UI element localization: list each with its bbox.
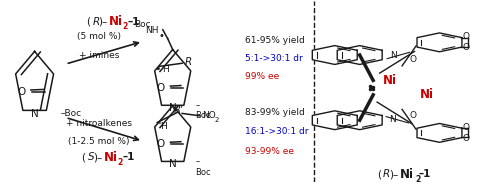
Text: 83-99% yield: 83-99% yield [245,108,305,117]
Text: N: N [30,109,38,119]
Text: N: N [388,115,396,124]
Text: 2: 2 [214,117,219,123]
Text: (: ( [82,152,86,162]
Text: Boc: Boc [134,20,150,29]
Text: O: O [156,139,165,149]
Text: R: R [92,16,100,26]
Text: 5:1->30:1 dr: 5:1->30:1 dr [245,54,303,63]
Text: + imines: + imines [78,51,119,60]
Text: 61-95% yield: 61-95% yield [245,36,305,45]
Text: R: R [383,169,390,179]
Text: S: S [88,152,94,162]
Text: )–: )– [389,169,398,179]
Text: (5 mol %): (5 mol %) [77,32,121,41]
Text: "H: "H [156,122,168,131]
Text: –
Boc: – Boc [195,101,211,120]
Polygon shape [417,123,462,142]
Text: 2: 2 [118,158,123,167]
Text: •: • [154,64,160,74]
Text: Ni: Ni [420,88,434,101]
Text: H: H [162,65,169,74]
Polygon shape [312,46,357,64]
Text: (: ( [377,169,381,179]
Text: Ni: Ni [382,74,396,87]
Text: )–: )– [98,16,108,26]
Text: (1-2.5 mol %): (1-2.5 mol %) [68,137,130,147]
Text: O: O [463,123,470,132]
Text: N: N [390,51,396,60]
Text: O: O [18,87,26,97]
Text: + nitroalkenes: + nitroalkenes [66,119,132,128]
Text: –
Boc: – Boc [195,157,211,176]
Polygon shape [337,46,382,64]
Text: (: ( [86,16,90,26]
Text: O: O [463,134,470,143]
Text: O: O [156,83,165,93]
Text: 16:1->30:1 dr: 16:1->30:1 dr [245,127,308,136]
Text: –Boc: –Boc [60,110,82,119]
Text: 2: 2 [415,175,420,184]
Polygon shape [417,33,462,52]
Text: )–: )– [94,152,102,162]
Polygon shape [337,111,382,130]
Text: R': R' [174,105,184,115]
Text: O: O [410,55,416,64]
Text: •: • [159,31,164,41]
Text: O: O [463,43,470,52]
Text: Ni: Ni [400,168,414,181]
Text: 99% ee: 99% ee [245,72,280,81]
Text: O: O [410,111,416,120]
Text: –1: –1 [122,152,134,162]
Text: NO: NO [202,111,216,120]
Text: N: N [169,103,176,113]
Text: Ni: Ni [104,151,118,164]
Text: 93-99% ee: 93-99% ee [245,147,294,156]
Text: Ni: Ni [108,15,122,28]
Text: N: N [169,159,176,169]
Text: –1: –1 [128,16,140,26]
Text: O: O [463,32,470,41]
Text: –1: –1 [418,169,431,179]
Polygon shape [312,111,357,130]
Text: NH: NH [146,26,159,35]
Text: R: R [184,57,192,67]
Text: 2: 2 [123,22,128,31]
